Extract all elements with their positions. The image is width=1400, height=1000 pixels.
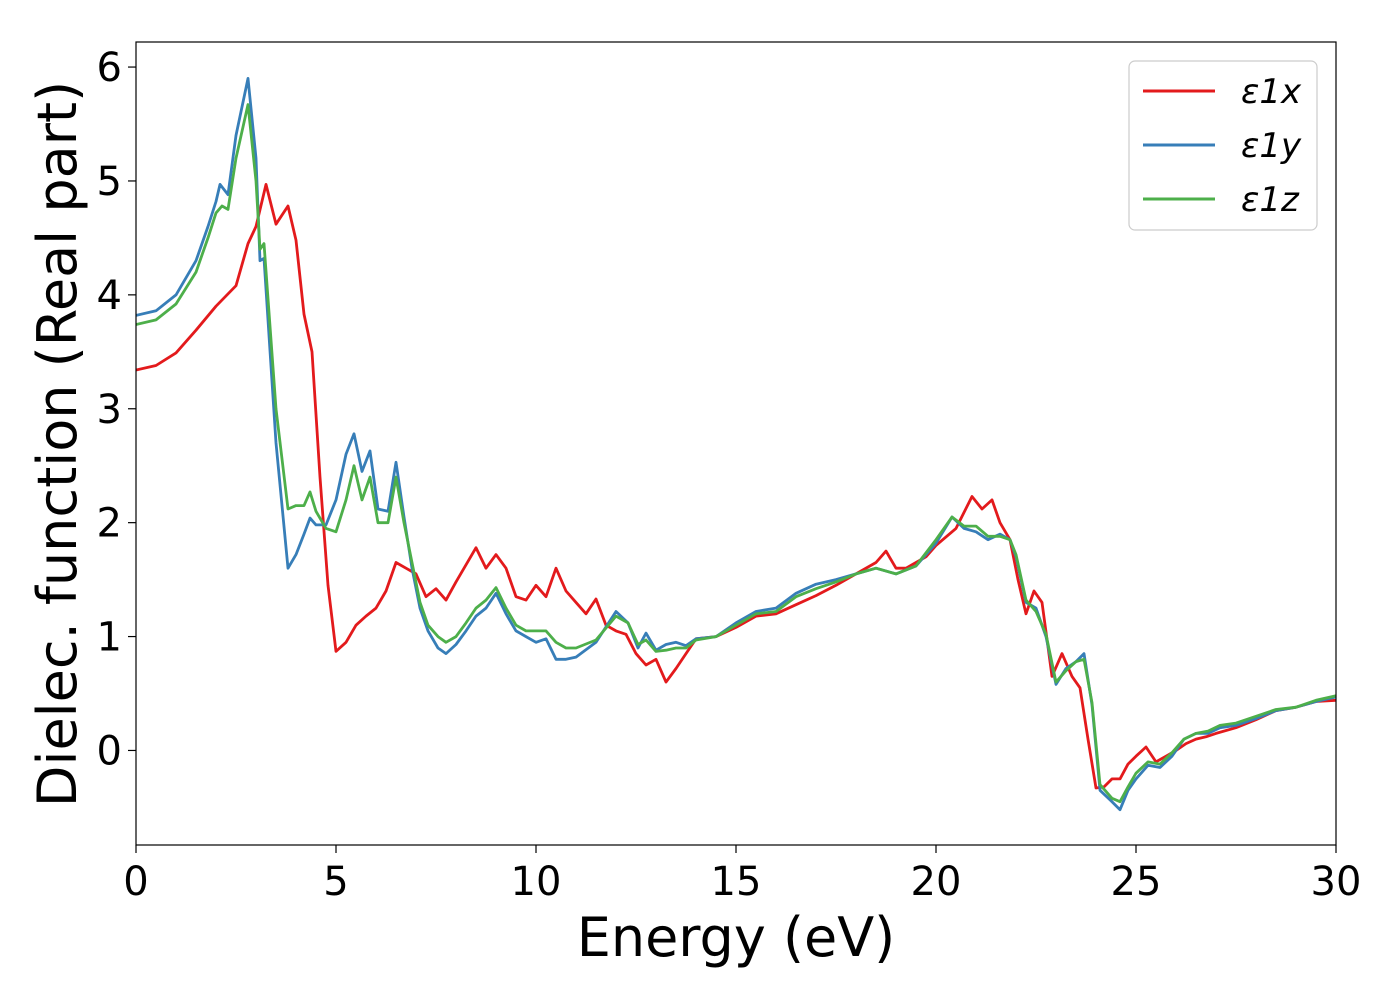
y-tick-label: 6 [97, 45, 122, 91]
y-tick-label: 1 [97, 615, 122, 661]
y-tick-label: 5 [97, 159, 122, 205]
x-tick-label: 25 [1111, 859, 1162, 905]
x-tick-label: 30 [1311, 859, 1362, 905]
legend: ε1x ε1y ε1z [1128, 60, 1318, 231]
x-tick-label: 15 [711, 859, 762, 905]
x-tick-label: 20 [911, 859, 962, 905]
y-tick-label: 4 [97, 273, 122, 319]
y-tick-label: 0 [97, 728, 122, 774]
y-tick-label: 3 [97, 387, 122, 433]
series-line-3 [136, 103, 1336, 804]
legend-box [1128, 60, 1318, 231]
legend-label-2: ε1y [1241, 126, 1302, 166]
x-axis: 0 5 10 15 20 25 30 [123, 845, 1361, 905]
x-tick-label: 5 [323, 859, 348, 905]
x-axis-label: Energy (eV) [577, 906, 896, 969]
x-tick-label: 10 [511, 859, 562, 905]
x-tick-label: 0 [123, 859, 148, 905]
series-line-1 [136, 183, 1336, 790]
y-tick-label: 2 [97, 501, 122, 547]
y-axis-label: Dielec. function (Real part) [26, 81, 89, 807]
series-line-2 [136, 77, 1336, 812]
legend-label-1: ε1x [1241, 72, 1302, 112]
plot-lines [136, 77, 1336, 812]
legend-label-3: ε1z [1241, 180, 1300, 220]
y-axis: 0 1 2 3 4 5 6 [97, 45, 136, 774]
